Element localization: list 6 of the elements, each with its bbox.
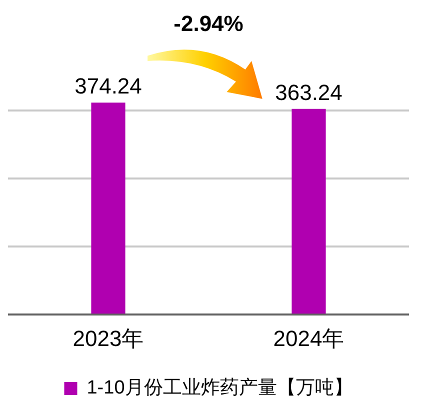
data-label: 363.24: [275, 80, 342, 105]
legend-label: 1-10月份工业炸药产量【万吨】: [86, 378, 353, 399]
x-tick-label: 2024年: [273, 326, 344, 351]
x-tick-label: 2023年: [72, 326, 144, 351]
text: -2.94%: [174, 11, 244, 36]
data-label: 374.24: [74, 74, 142, 99]
